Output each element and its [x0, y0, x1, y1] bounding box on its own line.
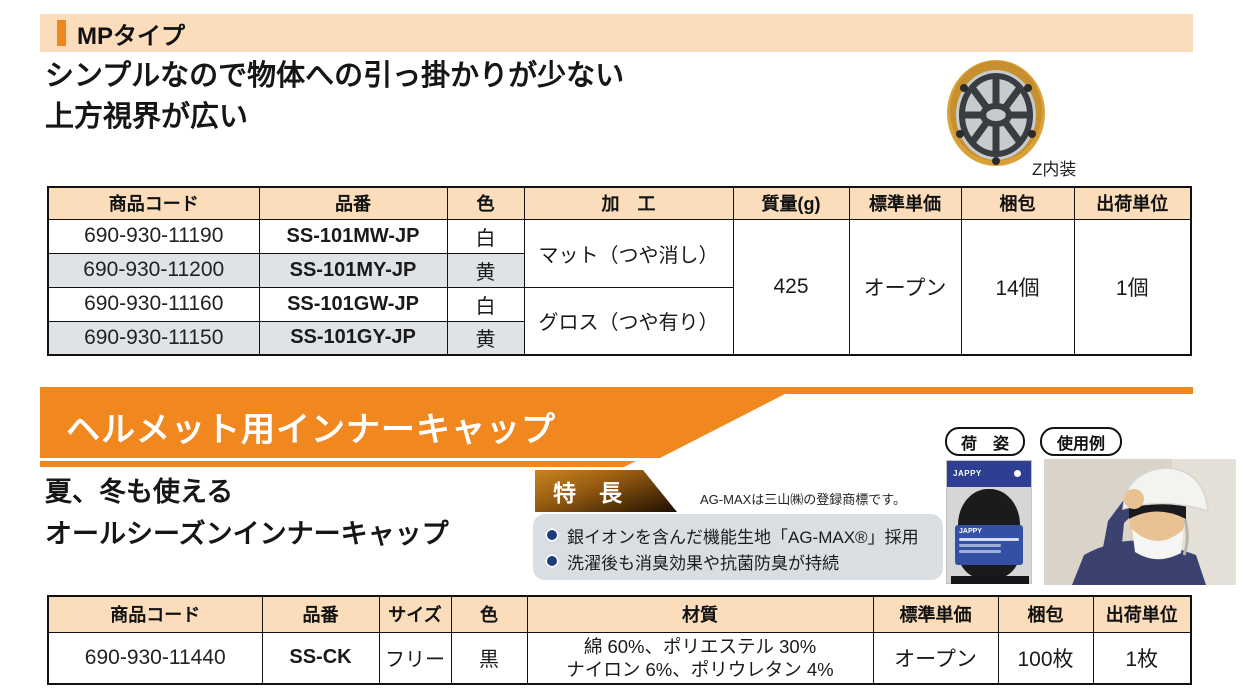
material-line-2: ナイロン 6%、ポリウレタン 4% — [566, 658, 834, 680]
label-decoration — [959, 538, 1019, 541]
cell-product-code: 690-930-11440 — [47, 631, 263, 685]
cell-finish-gloss: グロス（つや有り） — [523, 286, 734, 356]
usage-photo-label: 使用例 — [1040, 427, 1122, 456]
table-header-row: 商品コード 品番 色 加 工 質量(g) 標準単価 梱包 出荷単位 — [47, 186, 1192, 220]
header-price: 標準単価 — [872, 595, 999, 633]
header-pack: 梱包 — [997, 595, 1094, 633]
innercap-spec-table: 商品コード 品番 サイズ 色 材質 標準単価 梱包 出荷単位 690-930-1… — [47, 595, 1192, 685]
usage-photo-image — [1044, 459, 1236, 585]
accent-bar — [57, 20, 66, 46]
headline-line-2: 上方視界が広い — [45, 101, 249, 134]
header-color: 色 — [450, 595, 528, 633]
innercap-headline: 夏、冬も使える オールシーズンインナーキャップ — [45, 472, 449, 556]
package-header: JAPPY — [947, 461, 1031, 487]
helmet-interior-figure: Z内装 — [946, 58, 1096, 179]
cell-part-number: SS-101GW-JP — [258, 286, 448, 322]
cell-size: フリー — [378, 631, 452, 685]
headline-line-2: オールシーズンインナーキャップ — [45, 518, 449, 549]
cell-color: 白 — [446, 286, 525, 322]
package-label-tag: JAPPY — [955, 525, 1023, 565]
cell-product-code: 690-930-11150 — [47, 320, 260, 356]
helmet-interior-image — [947, 60, 1045, 166]
banner-title: ヘルメット用インナーキャップ — [66, 410, 556, 449]
features-tab: 特 長 — [535, 470, 677, 512]
cell-material: 綿 60%、ポリエステル 30% ナイロン 6%、ポリウレタン 4% — [526, 631, 874, 685]
section-banner: ヘルメット用インナーキャップ — [40, 394, 785, 458]
headline-line-1: シンプルなので物体への引っ掛かりが少ない — [45, 60, 625, 92]
header-price: 標準単価 — [848, 186, 962, 220]
label-decoration — [959, 550, 1001, 553]
brand-logo-small: JAPPY — [959, 528, 982, 535]
features-label: 特 長 — [553, 480, 622, 506]
cell-part-number: SS-101GY-JP — [258, 320, 448, 356]
table-row: 690-930-11160 SS-101GW-JP 白 グロス（つや有り） — [47, 286, 1191, 356]
cell-pack: 14個 — [960, 218, 1075, 356]
brand-logo: JAPPY — [953, 469, 982, 478]
header-size: サイズ — [378, 595, 452, 633]
cell-product-code: 690-930-11190 — [47, 218, 260, 254]
feature-text: 銀イオンを含んだ機能生地「AG-MAX®」採用 — [567, 527, 919, 547]
table-row: 690-930-11150 SS-101GY-JP 黄 — [47, 320, 1191, 356]
cell-color: 黄 — [446, 320, 525, 356]
banner-bottom-rule — [40, 461, 636, 467]
package-photo: JAPPY JAPPY — [946, 460, 1032, 584]
product-headline: シンプルなので物体への引っ掛かりが少ない 上方視界が広い — [45, 56, 624, 138]
cell-ship-unit: 1個 — [1073, 218, 1192, 356]
hang-hole-icon — [1014, 470, 1021, 477]
usage-example-photo — [1044, 459, 1236, 585]
table-header-row: 商品コード 品番 サイズ 色 材質 標準単価 梱包 出荷単位 — [47, 595, 1192, 633]
label-decoration — [959, 544, 1001, 547]
features-box: 銀イオンを含んだ機能生地「AG-MAX®」採用 洗濯後も消臭効果や抗菌防臭が持続 — [533, 514, 943, 580]
headline-line-1: 夏、冬も使える — [45, 477, 234, 507]
header-weight: 質量(g) — [732, 186, 850, 220]
header-pack: 梱包 — [960, 186, 1075, 220]
header-ship-unit: 出荷単位 — [1092, 595, 1192, 633]
feature-text: 洗濯後も消臭効果や抗菌防臭が持続 — [567, 553, 839, 573]
cell-product-code: 690-930-11160 — [47, 286, 260, 322]
cell-part-number: SS-101MW-JP — [258, 218, 448, 254]
header-ship-unit: 出荷単位 — [1073, 186, 1192, 220]
cell-weight: 425 — [732, 218, 850, 356]
header-color: 色 — [446, 186, 525, 220]
cell-color: 白 — [446, 218, 525, 254]
package-body: JAPPY — [947, 487, 1031, 584]
section-tag: MPタイプ — [77, 22, 185, 50]
package-bottom — [951, 576, 1029, 584]
cell-color: 黒 — [450, 631, 528, 685]
material-line-1: 綿 60%、ポリエステル 30% — [583, 635, 817, 657]
table-row: 690-930-11440 SS-CK フリー 黒 綿 60%、ポリエステル 3… — [47, 631, 1192, 685]
helmet-caption: Z内装 — [1032, 160, 1077, 179]
header-finish: 加 工 — [523, 186, 734, 220]
package-photo-label: 荷 姿 — [945, 427, 1025, 456]
section-header-mp-type: MPタイプ — [40, 14, 1193, 52]
bullet-icon — [545, 554, 559, 568]
cell-pack: 100枚 — [997, 631, 1094, 685]
table-row: 690-930-11200 SS-101MY-JP 黄 — [47, 252, 1191, 288]
cell-product-code: 690-930-11200 — [47, 252, 260, 288]
mp-type-spec-table: 商品コード 品番 色 加 工 質量(g) 標準単価 梱包 出荷単位 690-93… — [47, 186, 1192, 356]
banner-top-rule — [40, 387, 1193, 394]
header-material: 材質 — [526, 595, 874, 633]
cell-part-number: SS-101MY-JP — [258, 252, 448, 288]
header-product-code: 商品コード — [47, 186, 260, 220]
cell-color: 黄 — [446, 252, 525, 288]
feature-item: 銀イオンを含んだ機能生地「AG-MAX®」採用 — [545, 522, 931, 548]
trademark-note: AG-MAXは三山㈱の登録商標です。 — [700, 492, 906, 507]
header-part-number: 品番 — [258, 186, 448, 220]
bullet-icon — [545, 528, 559, 542]
cell-price: オープン — [872, 631, 999, 685]
header-product-code: 商品コード — [47, 595, 263, 633]
header-part-number: 品番 — [261, 595, 380, 633]
cell-price: オープン — [848, 218, 962, 356]
cell-finish-matte: マット（つや消し） — [523, 218, 734, 288]
cell-part-number: SS-CK — [261, 631, 380, 685]
cell-ship-unit: 1枚 — [1092, 631, 1192, 685]
feature-item: 洗濯後も消臭効果や抗菌防臭が持続 — [545, 548, 931, 574]
table-row: 690-930-11190 SS-101MW-JP 白 マット（つや消し） 42… — [47, 218, 1192, 356]
